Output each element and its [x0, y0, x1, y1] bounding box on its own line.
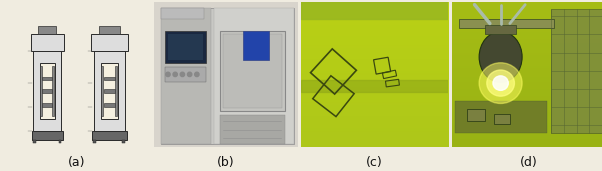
Bar [58, 140, 61, 143]
Circle shape [166, 72, 170, 77]
Bar [42, 103, 52, 107]
Circle shape [479, 63, 522, 103]
Bar [459, 19, 554, 28]
Bar [101, 66, 104, 116]
Bar [301, 80, 448, 92]
Bar [31, 34, 64, 51]
Bar [104, 89, 114, 93]
Bar [34, 51, 61, 131]
Circle shape [487, 70, 515, 96]
Bar [311, 49, 356, 94]
Bar [104, 77, 114, 80]
Circle shape [180, 72, 185, 77]
Bar [161, 8, 204, 19]
Text: (c): (c) [367, 156, 383, 169]
Text: (d): (d) [520, 156, 537, 169]
Bar [165, 67, 205, 82]
Bar [220, 115, 285, 144]
Bar [31, 131, 63, 140]
Bar [455, 101, 547, 133]
Bar [551, 9, 602, 133]
Bar [374, 57, 391, 74]
Circle shape [493, 76, 508, 90]
Bar [122, 140, 125, 143]
Circle shape [173, 72, 178, 77]
Bar [92, 131, 127, 140]
Bar [33, 140, 36, 143]
Bar [467, 109, 485, 121]
Bar [223, 34, 282, 108]
Bar [485, 25, 516, 34]
Bar [382, 70, 397, 79]
Bar [91, 34, 128, 51]
Bar [94, 51, 125, 131]
Bar [214, 8, 294, 144]
Bar [40, 66, 42, 116]
Text: (b): (b) [217, 156, 235, 169]
Text: (a): (a) [68, 156, 85, 169]
Bar [38, 26, 57, 34]
Bar [101, 63, 118, 119]
Bar [40, 63, 55, 119]
Bar [165, 31, 205, 63]
Bar [243, 31, 269, 60]
Bar [52, 66, 54, 116]
Bar [301, 2, 448, 19]
Bar [313, 76, 354, 117]
Bar [99, 26, 120, 34]
Bar [168, 34, 203, 60]
Bar [104, 103, 114, 107]
Bar [93, 140, 96, 143]
Ellipse shape [479, 31, 522, 82]
Circle shape [187, 72, 192, 77]
Bar [494, 114, 510, 124]
Bar [42, 77, 52, 80]
Bar [385, 79, 399, 87]
Bar [115, 66, 117, 116]
Circle shape [194, 72, 199, 77]
Bar [161, 8, 211, 144]
Bar [42, 89, 52, 93]
Bar [220, 31, 285, 111]
